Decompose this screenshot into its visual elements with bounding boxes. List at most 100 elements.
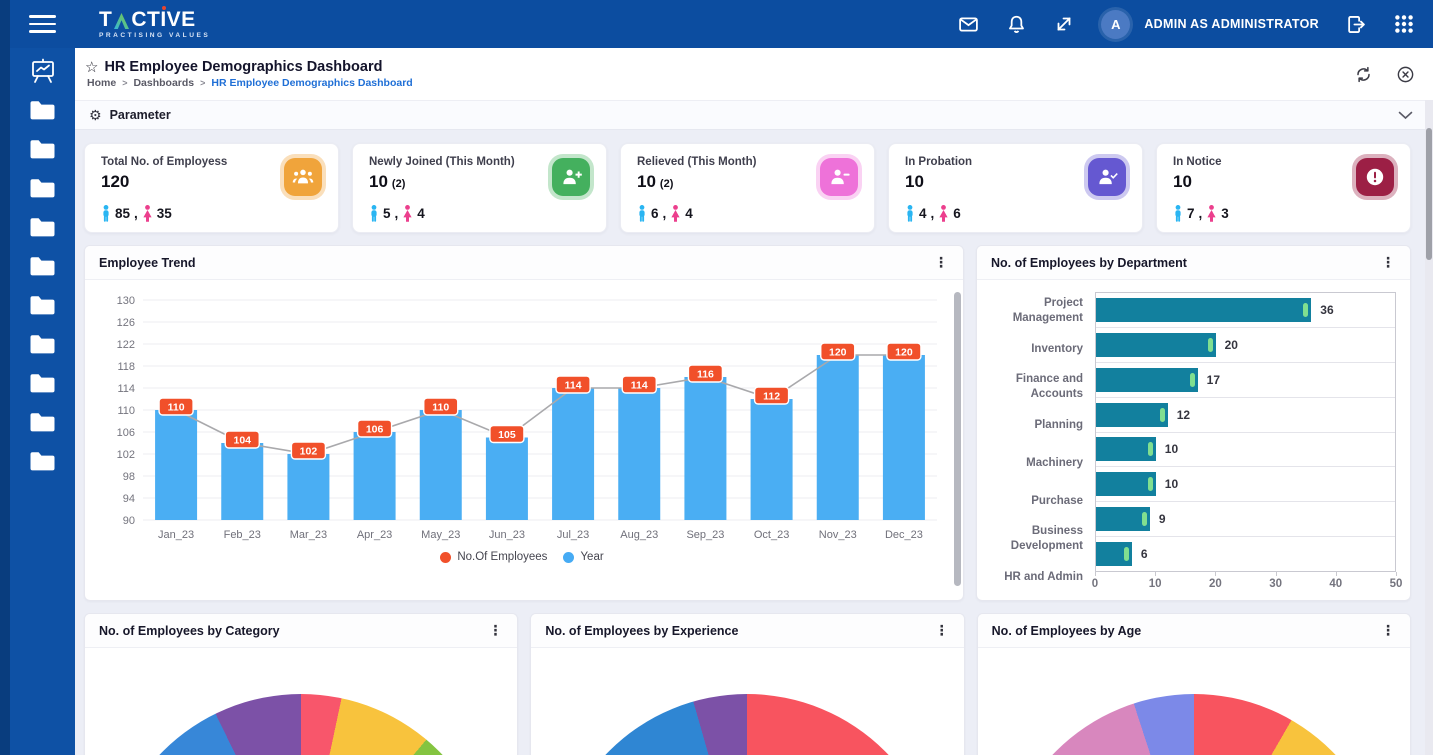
female-icon [671, 205, 680, 222]
data-label: 102 [300, 446, 318, 458]
trend-bar[interactable] [750, 399, 793, 520]
x-axis-tick [1155, 572, 1157, 576]
dept-bar[interactable] [1096, 332, 1216, 357]
kpi-value: 10 [1173, 172, 1192, 191]
mail-icon[interactable] [957, 13, 979, 35]
breadcrumb-item[interactable]: Home [87, 77, 117, 89]
x-tick-label: Jun_23 [489, 529, 525, 541]
dept-bar[interactable] [1096, 437, 1156, 462]
kpi-gender-breakdown: 5,4 [369, 205, 425, 222]
expand-icon[interactable] [1053, 13, 1075, 35]
kpi-subvalue: (2) [659, 178, 674, 190]
legend-item[interactable]: No.Of Employees [440, 551, 547, 563]
female-count: 35 [156, 206, 172, 221]
dept-bar-value: 36 [1320, 302, 1334, 317]
kebab-menu-icon[interactable]: ⋮ [1380, 622, 1395, 638]
dept-bar[interactable] [1096, 507, 1150, 532]
bell-icon[interactable] [1005, 13, 1027, 35]
trend-bar[interactable] [552, 388, 595, 520]
dept-bar-value: 20 [1224, 337, 1238, 352]
refresh-icon[interactable] [1353, 64, 1373, 84]
dashboard-body: Total No. of Employess 120 85, 35 Newly Join… [75, 130, 1425, 755]
avatar[interactable]: A [1101, 9, 1131, 39]
trend-bar[interactable] [882, 355, 925, 520]
dept-bar-row: 10 [1096, 467, 1395, 503]
male-icon [103, 205, 109, 222]
sidebar-item-folder-3[interactable] [26, 175, 60, 201]
y-tick-label: 126 [117, 317, 135, 329]
dept-bar-value: 6 [1140, 547, 1148, 562]
kpi-value: 10 [905, 172, 924, 191]
x-tick-label: May_23 [421, 529, 460, 541]
trend-bar[interactable] [155, 410, 198, 520]
trend-bar[interactable] [287, 454, 330, 520]
x-tick-label: 40 [1329, 578, 1343, 590]
trend-bar[interactable] [816, 355, 859, 520]
kebab-menu-icon[interactable]: ⋮ [1381, 254, 1395, 270]
parameter-bar[interactable]: ⚙ Parameter [75, 100, 1433, 130]
sidebar-item-folder-6[interactable] [26, 292, 60, 318]
legend-label: Year [580, 551, 604, 563]
trend-bar[interactable] [353, 432, 396, 520]
apps-grid-icon[interactable] [1393, 13, 1415, 35]
sidebar-item-dashboard[interactable] [26, 58, 60, 84]
dept-bar[interactable] [1096, 297, 1312, 322]
sidebar-item-folder-5[interactable] [26, 253, 60, 279]
y-tick-label: 118 [117, 361, 135, 373]
trend-bar[interactable] [221, 443, 264, 520]
page-scrollbar[interactable] [1425, 100, 1433, 755]
sidebar-item-folder-7[interactable] [26, 331, 60, 357]
male-icon [639, 205, 645, 222]
data-label-chip [158, 397, 194, 416]
sidebar-item-folder-9[interactable] [26, 409, 60, 435]
sidebar-item-folder-1[interactable] [26, 97, 60, 123]
data-label: 104 [233, 435, 251, 447]
breadcrumb-item[interactable]: HR Employee Demographics Dashboard [211, 77, 413, 89]
sidebar-item-folder-4[interactable] [26, 214, 60, 240]
male-icon [371, 205, 377, 222]
trend-bar[interactable] [419, 410, 462, 520]
kpi-label: Newly Joined (This Month) [369, 156, 515, 168]
x-tick-label: Mar_23 [290, 529, 327, 541]
dept-bar-value: 17 [1206, 372, 1221, 387]
dept-category-label: HR and Admin [1004, 570, 1083, 583]
legend-item[interactable]: Year [563, 551, 604, 563]
kebab-menu-icon[interactable]: ⋮ [934, 254, 948, 270]
category-pie-chart[interactable] [106, 694, 497, 755]
folder-icon [30, 451, 55, 470]
kebab-menu-icon[interactable]: ⋮ [934, 622, 949, 638]
logout-icon[interactable] [1345, 13, 1367, 35]
chevron-down-icon[interactable] [1398, 111, 1413, 120]
trend-bar[interactable] [618, 388, 661, 520]
sidebar-item-folder-10[interactable] [26, 448, 60, 474]
close-circle-icon[interactable] [1395, 64, 1415, 84]
dept-bar[interactable] [1096, 402, 1168, 427]
breadcrumb-item[interactable]: Dashboards [133, 77, 195, 89]
data-label-chip [621, 375, 657, 394]
panel-title: No. of Employees by Category [99, 623, 280, 638]
chart-legend: No.Of Employees Year [91, 551, 953, 563]
dept-bar[interactable] [1096, 367, 1198, 392]
kebab-menu-icon[interactable]: ⋮ [488, 622, 503, 638]
dept-bar[interactable] [1096, 472, 1156, 497]
page-scrollbar-thumb[interactable] [1426, 128, 1432, 260]
age-pie-chart[interactable] [998, 694, 1389, 755]
sidebar-item-folder-2[interactable] [26, 136, 60, 162]
user-role-label[interactable]: ADMIN AS ADMINISTRATOR [1144, 17, 1319, 31]
bar-tip-marker [1141, 512, 1147, 527]
page-header: ☆ HR Employee Demographics Dashboard Hom… [75, 48, 1433, 100]
trend-bar[interactable] [485, 437, 528, 521]
dept-bar[interactable] [1096, 542, 1132, 567]
male-count: 6 [651, 206, 659, 221]
x-tick-label: Jul_23 [557, 529, 589, 541]
experience-pie-chart[interactable] [552, 694, 943, 755]
trend-bar[interactable] [684, 377, 727, 520]
dept-category-label: Inventory [1031, 342, 1083, 355]
favorite-star-icon[interactable]: ☆ [85, 58, 99, 76]
data-label-chip [886, 342, 922, 361]
panel-scrollbar[interactable] [954, 292, 961, 586]
hamburger-icon[interactable] [10, 15, 75, 33]
legend-dot [440, 551, 452, 563]
y-tick-label: 102 [117, 449, 135, 461]
sidebar-item-folder-8[interactable] [26, 370, 60, 396]
